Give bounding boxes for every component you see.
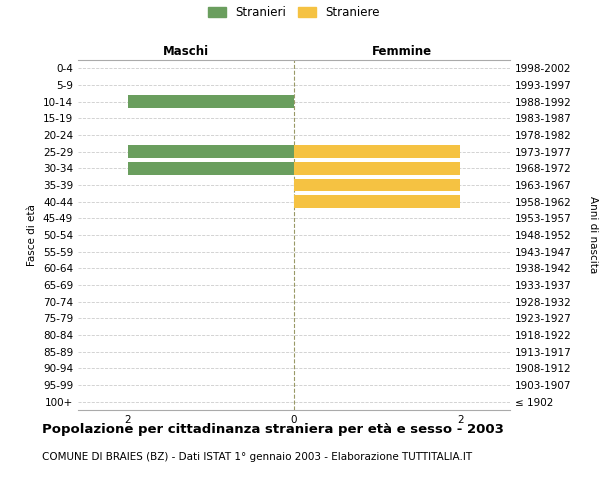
Text: Maschi: Maschi <box>163 44 209 58</box>
Text: Popolazione per cittadinanza straniera per età e sesso - 2003: Popolazione per cittadinanza straniera p… <box>42 422 504 436</box>
Bar <box>294 146 460 158</box>
Bar <box>294 162 460 174</box>
Bar <box>294 196 460 208</box>
Y-axis label: Fasce di età: Fasce di età <box>28 204 37 266</box>
Legend: Stranieri, Straniere: Stranieri, Straniere <box>208 6 380 19</box>
Bar <box>294 179 460 192</box>
Y-axis label: Anni di nascita: Anni di nascita <box>588 196 598 274</box>
Text: Femmine: Femmine <box>372 44 432 58</box>
Bar <box>128 146 294 158</box>
Text: COMUNE DI BRAIES (BZ) - Dati ISTAT 1° gennaio 2003 - Elaborazione TUTTITALIA.IT: COMUNE DI BRAIES (BZ) - Dati ISTAT 1° ge… <box>42 452 472 462</box>
Bar <box>128 162 294 174</box>
Bar <box>128 96 294 108</box>
